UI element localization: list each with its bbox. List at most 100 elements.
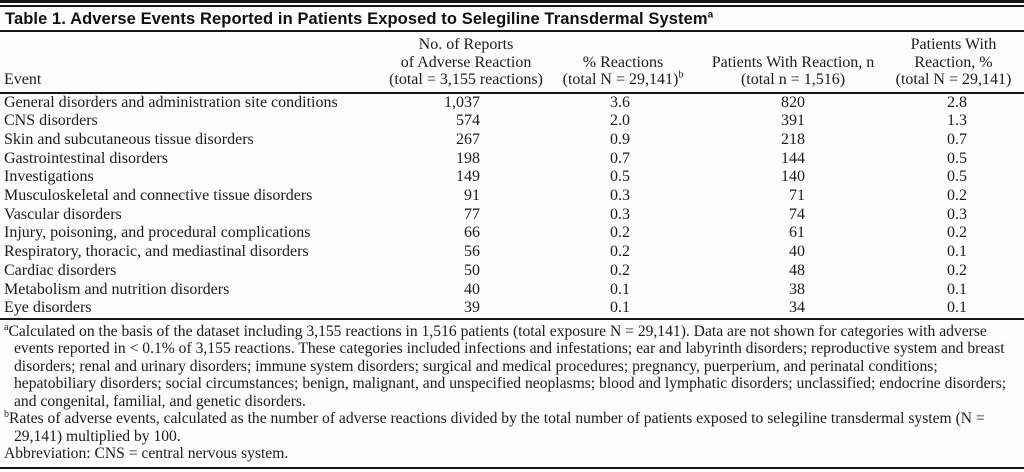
header-line: (total n = 1,516)	[740, 71, 846, 88]
header-line: Patients With	[910, 36, 997, 53]
footnotes: aCalculated on the basis of the dataset …	[0, 320, 1024, 467]
cell-patients_pct: 0.1	[947, 299, 967, 317]
cell-event: General disorders and administration sit…	[4, 93, 338, 111]
table-row: Musculoskeletal and connective tissue di…	[0, 187, 1024, 206]
top-double-rule	[0, 0, 1024, 7]
header-line: (total N = 29,141)b	[563, 69, 684, 89]
cell-patients_n: 40	[789, 243, 805, 261]
header-line: % Reactions	[582, 53, 664, 71]
cell-reports: 574	[456, 112, 480, 130]
cell-patients_pct: 0.2	[947, 224, 967, 242]
header-line: Patients With Reaction, n	[711, 53, 875, 71]
bottom-rule	[0, 467, 1024, 469]
cell-event: Gastrointestinal disorders	[4, 149, 168, 167]
col-header-patients-n: Patients With Reaction, n (total n = 1,5…	[703, 32, 883, 93]
header-line: of Adverse Reaction	[400, 53, 532, 71]
col-header-patients-pct: Patients With Reaction, % (total N = 29,…	[883, 32, 1024, 93]
cell-patients_n: 34	[789, 299, 805, 317]
cell-patients_n: 820	[781, 93, 805, 111]
cell-patients_n: 61	[789, 224, 805, 242]
cell-event: Metabolism and nutrition disorders	[4, 280, 230, 298]
cell-event: Respiratory, thoracic, and mediastinal d…	[4, 243, 309, 261]
cell-reports: 1,037	[444, 93, 480, 111]
table-row: Metabolism and nutrition disorders 40 0.1 3…	[0, 281, 1024, 300]
table-title-superscript: a	[707, 9, 714, 21]
cell-patients_n: 140	[781, 168, 805, 186]
table-body: General disorders and administration sit…	[0, 93, 1024, 319]
cell-event: Eye disorders	[4, 299, 92, 317]
footnote-a: aCalculated on the basis of the dataset …	[4, 322, 1020, 411]
cell-patients_pct: 2.8	[947, 93, 967, 111]
col-header-patients-n-lines: Patients With Reaction, n (total n = 1,5…	[703, 54, 883, 89]
cell-pct_reactions: 0.2	[610, 224, 630, 242]
cell-patients_pct: 0.7	[947, 130, 967, 148]
title-divider-rule	[0, 30, 1024, 32]
cell-event: Cardiac disorders	[4, 261, 117, 279]
col-header-superscript-b: b	[678, 69, 684, 81]
cell-reports: 50	[464, 261, 480, 279]
col-header-pct-reactions-lines: % Reactions (total N = 29,141)b	[543, 54, 703, 89]
cell-reports: 66	[464, 224, 480, 242]
cell-patients_pct: 1.3	[947, 112, 967, 130]
cell-patients_pct: 0.2	[947, 261, 967, 279]
header-line: Reaction, %	[914, 53, 993, 71]
cell-patients_pct: 0.5	[947, 168, 967, 186]
table-title: Table 1. Adverse Events Reported in Pati…	[5, 10, 708, 28]
col-header-reports-lines: No. of Reports of Adverse Reaction (tota…	[389, 36, 543, 89]
table-row: Investigations 149 0.5 140 0.5	[0, 168, 1024, 187]
cell-pct_reactions: 0.2	[610, 243, 630, 261]
cell-event: Vascular disorders	[4, 205, 122, 223]
cell-reports: 40	[464, 280, 480, 298]
cell-reports: 39	[464, 299, 480, 317]
cell-reports: 149	[456, 168, 480, 186]
cell-reports: 267	[456, 130, 480, 148]
cell-patients_n: 218	[781, 130, 805, 148]
cell-patients_n: 38	[789, 280, 805, 298]
table-row: Eye disorders 39 0.1 34 0.1	[0, 299, 1024, 319]
abbreviation-note: Abbreviation: CNS = central nervous syst…	[4, 445, 289, 463]
table-row: Skin and subcutaneous tissue disorders 26…	[0, 131, 1024, 150]
cell-pct_reactions: 0.3	[610, 187, 630, 205]
header-line: (total = 3,155 reactions)	[389, 71, 543, 88]
cell-patients_n: 71	[789, 187, 805, 205]
table-row: CNS disorders 574 2.0 391 1.3	[0, 112, 1024, 131]
cell-pct_reactions: 0.1	[610, 280, 630, 298]
cell-reports: 77	[464, 205, 480, 223]
cell-pct_reactions: 3.6	[610, 93, 630, 111]
cell-patients_pct: 0.5	[947, 149, 967, 167]
table-row: Injury, poisoning, and procedural compli…	[0, 224, 1024, 243]
cell-event: Investigations	[4, 168, 94, 186]
cell-patients_pct: 0.2	[947, 187, 967, 205]
header-line: No. of Reports	[418, 36, 514, 53]
cell-pct_reactions: 0.2	[610, 261, 630, 279]
cell-patients_n: 144	[781, 149, 805, 167]
cell-reports: 91	[464, 187, 480, 205]
table-header: Event No. of Reports of Adverse Reaction…	[0, 32, 1024, 93]
cell-patients_pct: 0.1	[947, 280, 967, 298]
cell-pct_reactions: 0.1	[610, 299, 630, 317]
cell-patients_n: 48	[789, 261, 805, 279]
col-header-event: Event	[4, 71, 42, 88]
table-title-row: Table 1. Adverse Events Reported in Pati…	[0, 7, 1024, 30]
footnote-b-text: Rates of adverse events, calculated as t…	[9, 410, 985, 445]
cell-pct_reactions: 0.7	[610, 149, 630, 167]
cell-patients_n: 391	[781, 112, 805, 130]
col-header-patients-pct-lines: Patients With Reaction, % (total N = 29,…	[883, 36, 1024, 89]
cell-reports: 198	[456, 149, 480, 167]
cell-patients_n: 74	[789, 205, 805, 223]
table-row: Cardiac disorders 50 0.2 48 0.2	[0, 262, 1024, 281]
table-row: Respiratory, thoracic, and mediastinal d…	[0, 243, 1024, 262]
cell-patients_pct: 0.1	[947, 243, 967, 261]
footnote-b: bRates of adverse events, calculated as …	[4, 410, 1020, 445]
cell-event: Musculoskeletal and connective tissue di…	[4, 187, 313, 205]
col-header-reports: No. of Reports of Adverse Reaction (tota…	[389, 32, 543, 93]
cell-pct_reactions: 0.9	[610, 130, 630, 148]
table-row: General disorders and administration sit…	[0, 93, 1024, 113]
cell-reports: 56	[464, 243, 480, 261]
cell-event: Skin and subcutaneous tissue disorders	[4, 130, 254, 148]
footnote-b-marker: b	[4, 409, 9, 421]
cell-event: Injury, poisoning, and procedural compli…	[4, 224, 311, 242]
cell-patients_pct: 0.3	[947, 205, 967, 223]
cell-pct_reactions: 0.3	[610, 205, 630, 223]
